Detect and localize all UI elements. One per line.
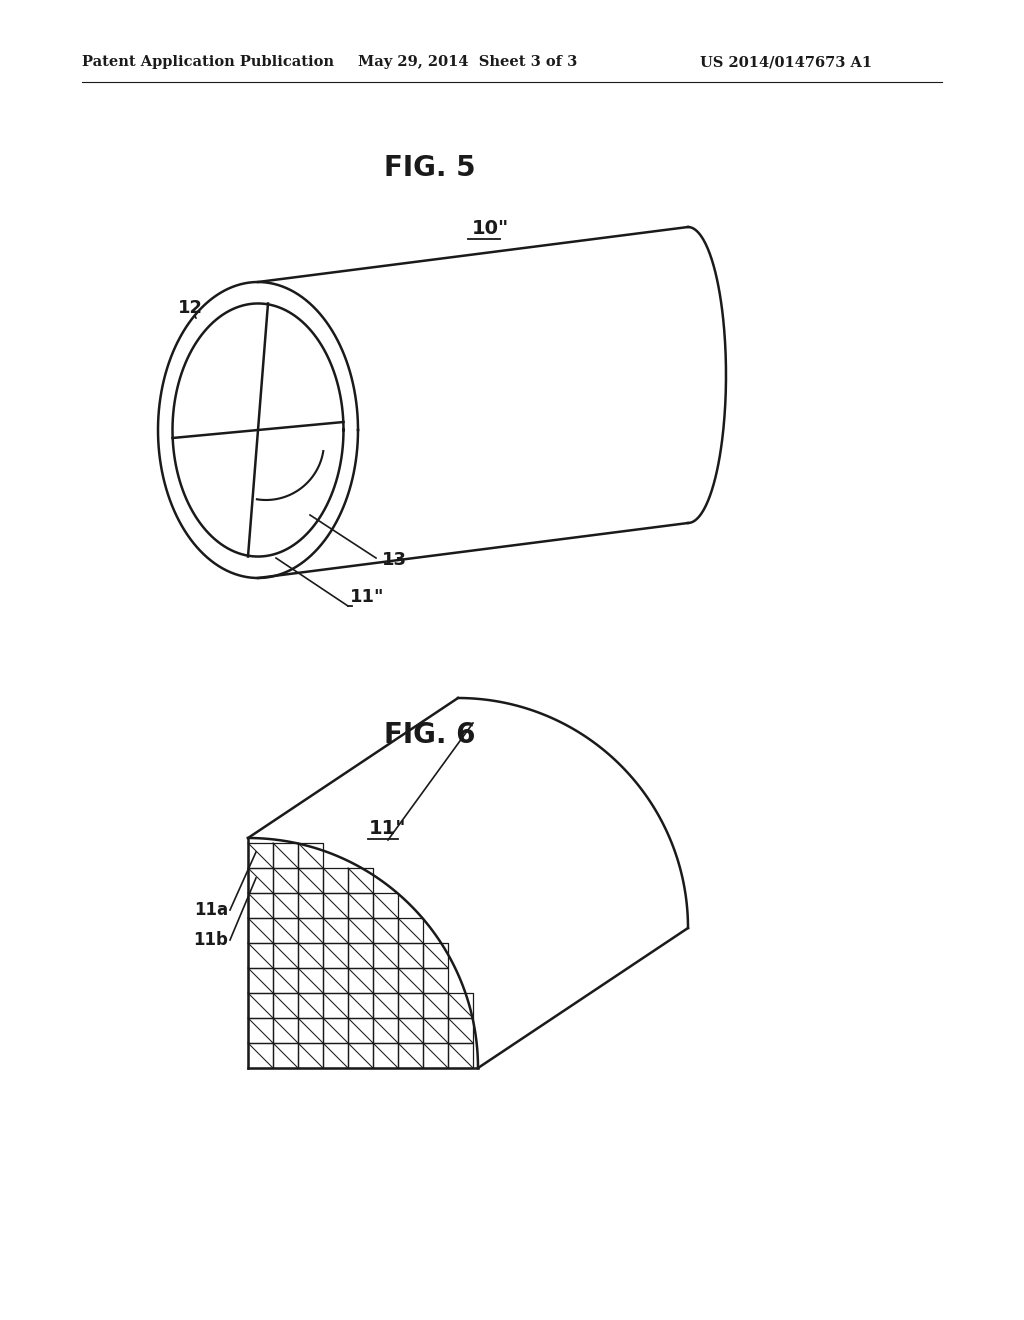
Text: US 2014/0147673 A1: US 2014/0147673 A1 [700,55,872,69]
Text: 11": 11" [350,587,384,606]
Text: May 29, 2014  Sheet 3 of 3: May 29, 2014 Sheet 3 of 3 [358,55,578,69]
Text: 11": 11" [370,818,407,837]
Text: 11a: 11a [194,902,228,919]
Text: 10": 10" [471,219,509,238]
Text: Patent Application Publication: Patent Application Publication [82,55,334,69]
Text: FIG. 6: FIG. 6 [384,721,476,748]
Text: FIG. 5: FIG. 5 [384,154,476,182]
Text: 11b: 11b [194,931,228,949]
Text: 12: 12 [178,300,203,317]
Text: 13: 13 [382,550,407,569]
